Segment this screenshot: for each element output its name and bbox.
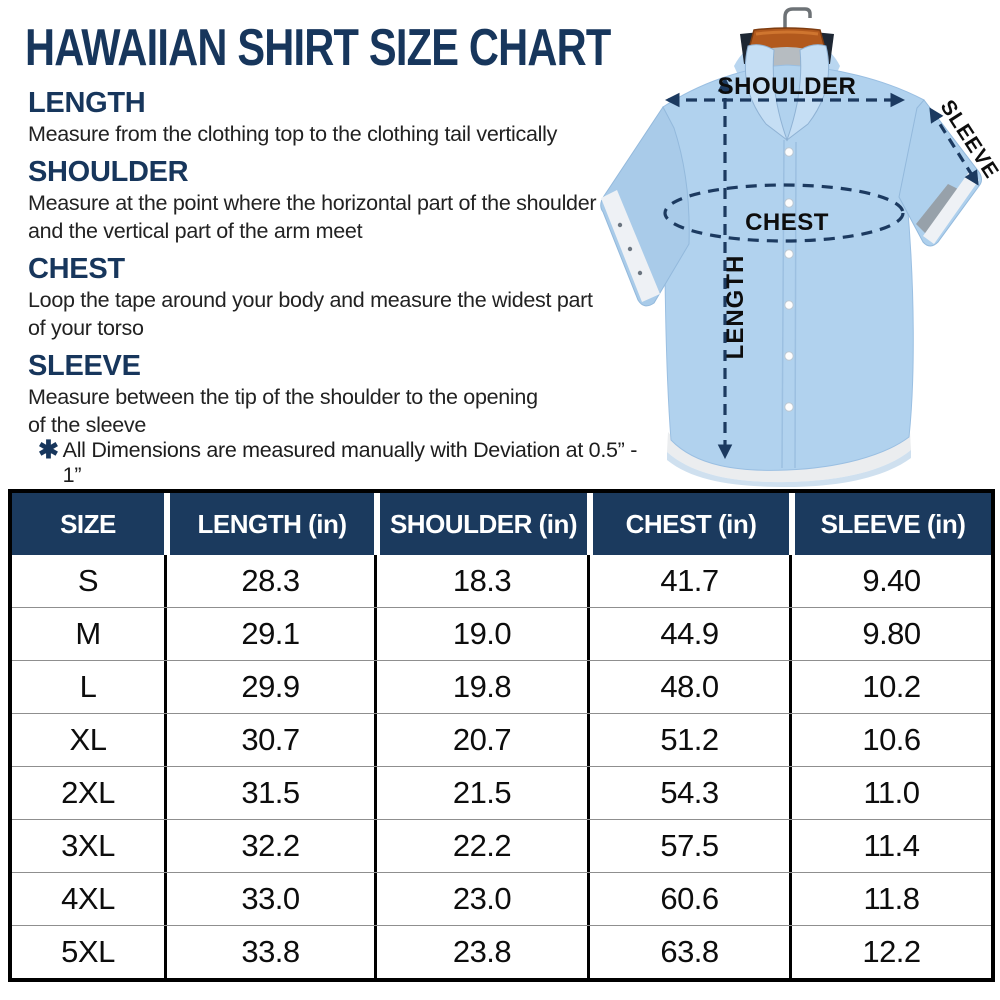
- cell-shoulder: 23.0: [374, 873, 587, 925]
- table-row-3xl: 3XL 32.2 22.2 57.5 11.4: [12, 819, 991, 872]
- hem-shadow: [667, 450, 911, 487]
- cell-chest: 54.3: [587, 767, 789, 819]
- cell-sleeve: 10.6: [789, 714, 991, 766]
- cell-chest: 48.0: [587, 661, 789, 713]
- cell-chest: 63.8: [587, 926, 789, 978]
- cell-chest: 44.9: [587, 608, 789, 660]
- cell-size: M: [75, 616, 101, 651]
- measurement-instructions: LENGTH Measure from the clothing top to …: [28, 86, 628, 446]
- cell-size: 3XL: [61, 828, 115, 863]
- length-label: LENGTH: [722, 255, 749, 360]
- section-desc-sleeve: Measure between the tip of the shoulder …: [28, 385, 538, 437]
- section-heading-chest: CHEST: [28, 253, 125, 285]
- col-header-length: LENGTH (in): [164, 493, 374, 555]
- cell-sleeve: 11.0: [789, 767, 991, 819]
- section-desc-chest: Loop the tape around your body and measu…: [28, 288, 593, 340]
- cell-sleeve: 10.2: [789, 661, 991, 713]
- sleeve-measure-line: [929, 107, 979, 186]
- cell-shoulder: 23.8: [374, 926, 587, 978]
- table-row-2xl: 2XL 31.5 21.5 54.3 11.0: [12, 766, 991, 819]
- cell-length: 29.9: [164, 661, 374, 713]
- cell-length: 31.5: [164, 767, 374, 819]
- table-row-s: S 28.3 18.3 41.7 9.40: [12, 555, 991, 607]
- cell-size: S: [77, 563, 99, 598]
- hem-lining: [667, 432, 911, 483]
- section-heading-shoulder: SHOULDER: [28, 156, 189, 188]
- table-header-row: SIZE LENGTH (in) SHOULDER (in) CHEST (in…: [12, 493, 991, 555]
- cell-shoulder: 19.0: [374, 608, 587, 660]
- hanger-bar-highlight: [755, 30, 819, 36]
- cell-chest: 41.7: [587, 555, 789, 607]
- size-table: SIZE LENGTH (in) SHOULDER (in) CHEST (in…: [8, 489, 995, 982]
- col-header-shoulder: SHOULDER (in): [374, 493, 587, 555]
- cell-shoulder: 19.8: [374, 661, 587, 713]
- cell-length: 28.3: [164, 555, 374, 607]
- shoulder-label: SHOULDER: [718, 73, 857, 100]
- page-title: HAWAIIAN SHIRT SIZE CHART: [25, 19, 611, 77]
- cell-length: 32.2: [164, 820, 374, 872]
- cell-length: 29.1: [164, 608, 374, 660]
- shirt-diagram: SHOULDER CHEST LENGTH SLEEVE: [600, 7, 1000, 487]
- cell-sleeve: 11.8: [789, 873, 991, 925]
- table-row-l: L 29.9 19.8 48.0 10.2: [12, 660, 991, 713]
- cell-size: 2XL: [61, 775, 115, 810]
- cell-chest: 57.5: [587, 820, 789, 872]
- cell-shoulder: 18.3: [374, 555, 587, 607]
- col-header-chest: CHEST (in): [587, 493, 789, 555]
- cell-sleeve: 9.40: [789, 555, 991, 607]
- cell-length: 30.7: [164, 714, 374, 766]
- table-row-xl: XL 30.7 20.7 51.2 10.6: [12, 713, 991, 766]
- table-row-4xl: 4XL 33.0 23.0 60.6 11.8: [12, 872, 991, 925]
- cell-sleeve: 9.80: [789, 608, 991, 660]
- table-row-5xl: 5XL 33.8 23.8 63.8 12.2: [12, 925, 991, 978]
- cell-shoulder: 20.7: [374, 714, 587, 766]
- cell-chest: 60.6: [587, 873, 789, 925]
- section-desc-length: Measure from the clothing top to the clo…: [28, 122, 558, 146]
- col-header-sleeve: SLEEVE (in): [789, 493, 991, 555]
- button-placket: [781, 139, 797, 469]
- section-heading-sleeve: SLEEVE: [28, 350, 141, 382]
- hanger-hook-icon: [783, 7, 812, 40]
- chest-label: CHEST: [745, 209, 829, 236]
- cell-sleeve: 12.2: [789, 926, 991, 978]
- cell-size: L: [79, 669, 97, 704]
- chest-measure-ellipse: [663, 183, 905, 243]
- left-sleeve: [600, 106, 690, 307]
- asterisk-icon: ✱: [38, 436, 59, 464]
- section-heading-length: LENGTH: [28, 87, 146, 119]
- cell-length: 33.0: [164, 873, 374, 925]
- section-desc-shoulder: Measure at the point where the horizonta…: [28, 191, 597, 243]
- cell-size: 4XL: [61, 881, 115, 916]
- measurement-note: ✱ All Dimensions are measured manually w…: [38, 438, 638, 488]
- cell-shoulder: 22.2: [374, 820, 587, 872]
- cell-shoulder: 21.5: [374, 767, 587, 819]
- cell-sleeve: 11.4: [789, 820, 991, 872]
- cell-size: XL: [69, 722, 107, 757]
- cell-chest: 51.2: [587, 714, 789, 766]
- measurement-note-text: All Dimensions are measured manually wit…: [62, 438, 638, 487]
- cell-size: 5XL: [61, 934, 115, 969]
- table-row-m: M 29.1 19.0 44.9 9.80: [12, 607, 991, 660]
- cell-length: 33.8: [164, 926, 374, 978]
- col-header-size: SIZE: [12, 493, 164, 555]
